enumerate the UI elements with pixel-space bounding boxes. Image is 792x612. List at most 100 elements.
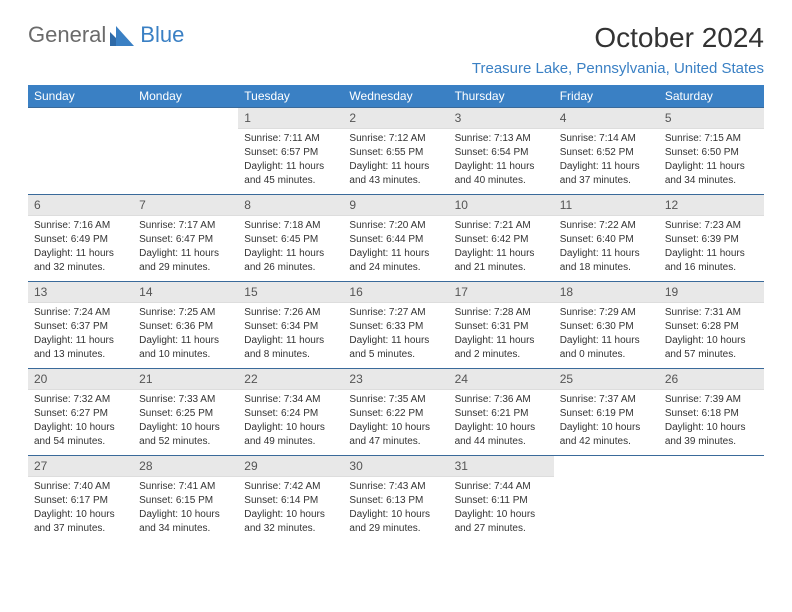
day-details: Sunrise: 7:21 AMSunset: 6:42 PMDaylight:… [449, 216, 554, 281]
calendar-day-cell: 15Sunrise: 7:26 AMSunset: 6:34 PMDayligh… [238, 282, 343, 369]
sunset-line: Sunset: 6:19 PM [560, 407, 653, 421]
daylight-line: Daylight: 11 hours and 18 minutes. [560, 247, 653, 275]
day-number: 26 [659, 369, 764, 390]
day-details: Sunrise: 7:22 AMSunset: 6:40 PMDaylight:… [554, 216, 659, 281]
daylight-line: Daylight: 10 hours and 27 minutes. [455, 508, 548, 536]
sunset-line: Sunset: 6:37 PM [34, 320, 127, 334]
calendar-empty-cell [28, 108, 133, 195]
sunset-line: Sunset: 6:42 PM [455, 233, 548, 247]
weekday-header: Sunday [28, 85, 133, 108]
day-details: Sunrise: 7:31 AMSunset: 6:28 PMDaylight:… [659, 303, 764, 368]
daylight-line: Daylight: 11 hours and 34 minutes. [665, 160, 758, 188]
weekday-header: Friday [554, 85, 659, 108]
day-number: 18 [554, 282, 659, 303]
day-number: 17 [449, 282, 554, 303]
day-number: 4 [554, 108, 659, 129]
sunrise-line: Sunrise: 7:20 AM [349, 219, 442, 233]
daylight-line: Daylight: 10 hours and 39 minutes. [665, 421, 758, 449]
weekday-header: Thursday [449, 85, 554, 108]
day-details: Sunrise: 7:40 AMSunset: 6:17 PMDaylight:… [28, 477, 133, 542]
sunrise-line: Sunrise: 7:21 AM [455, 219, 548, 233]
day-details: Sunrise: 7:44 AMSunset: 6:11 PMDaylight:… [449, 477, 554, 542]
calendar-day-cell: 5Sunrise: 7:15 AMSunset: 6:50 PMDaylight… [659, 108, 764, 195]
sunset-line: Sunset: 6:47 PM [139, 233, 232, 247]
calendar-day-cell: 22Sunrise: 7:34 AMSunset: 6:24 PMDayligh… [238, 369, 343, 456]
day-details: Sunrise: 7:36 AMSunset: 6:21 PMDaylight:… [449, 390, 554, 455]
daylight-line: Daylight: 11 hours and 16 minutes. [665, 247, 758, 275]
day-details: Sunrise: 7:11 AMSunset: 6:57 PMDaylight:… [238, 129, 343, 194]
daylight-line: Daylight: 10 hours and 44 minutes. [455, 421, 548, 449]
daylight-line: Daylight: 11 hours and 13 minutes. [34, 334, 127, 362]
day-details: Sunrise: 7:23 AMSunset: 6:39 PMDaylight:… [659, 216, 764, 281]
day-details: Sunrise: 7:41 AMSunset: 6:15 PMDaylight:… [133, 477, 238, 542]
daylight-line: Daylight: 11 hours and 26 minutes. [244, 247, 337, 275]
daylight-line: Daylight: 10 hours and 52 minutes. [139, 421, 232, 449]
daylight-line: Daylight: 11 hours and 10 minutes. [139, 334, 232, 362]
sunset-line: Sunset: 6:40 PM [560, 233, 653, 247]
calendar-day-cell: 9Sunrise: 7:20 AMSunset: 6:44 PMDaylight… [343, 195, 448, 282]
sunrise-line: Sunrise: 7:25 AM [139, 306, 232, 320]
daylight-line: Daylight: 10 hours and 47 minutes. [349, 421, 442, 449]
day-number: 9 [343, 195, 448, 216]
day-details: Sunrise: 7:13 AMSunset: 6:54 PMDaylight:… [449, 129, 554, 194]
day-details: Sunrise: 7:32 AMSunset: 6:27 PMDaylight:… [28, 390, 133, 455]
daylight-line: Daylight: 11 hours and 24 minutes. [349, 247, 442, 275]
sunrise-line: Sunrise: 7:35 AM [349, 393, 442, 407]
daylight-line: Daylight: 11 hours and 29 minutes. [139, 247, 232, 275]
calendar-header-row: SundayMondayTuesdayWednesdayThursdayFrid… [28, 85, 764, 108]
calendar-day-cell: 20Sunrise: 7:32 AMSunset: 6:27 PMDayligh… [28, 369, 133, 456]
day-number: 27 [28, 456, 133, 477]
calendar-day-cell: 13Sunrise: 7:24 AMSunset: 6:37 PMDayligh… [28, 282, 133, 369]
weekday-header: Tuesday [238, 85, 343, 108]
daylight-line: Daylight: 11 hours and 5 minutes. [349, 334, 442, 362]
calendar-day-cell: 2Sunrise: 7:12 AMSunset: 6:55 PMDaylight… [343, 108, 448, 195]
sunset-line: Sunset: 6:17 PM [34, 494, 127, 508]
calendar-body: 1Sunrise: 7:11 AMSunset: 6:57 PMDaylight… [28, 108, 764, 543]
day-details: Sunrise: 7:26 AMSunset: 6:34 PMDaylight:… [238, 303, 343, 368]
daylight-line: Daylight: 11 hours and 40 minutes. [455, 160, 548, 188]
calendar-day-cell: 11Sunrise: 7:22 AMSunset: 6:40 PMDayligh… [554, 195, 659, 282]
daylight-line: Daylight: 11 hours and 32 minutes. [34, 247, 127, 275]
daylight-line: Daylight: 10 hours and 49 minutes. [244, 421, 337, 449]
weekday-header: Wednesday [343, 85, 448, 108]
sunset-line: Sunset: 6:34 PM [244, 320, 337, 334]
sunset-line: Sunset: 6:36 PM [139, 320, 232, 334]
sunset-line: Sunset: 6:13 PM [349, 494, 442, 508]
sunset-line: Sunset: 6:11 PM [455, 494, 548, 508]
day-number: 2 [343, 108, 448, 129]
calendar-day-cell: 24Sunrise: 7:36 AMSunset: 6:21 PMDayligh… [449, 369, 554, 456]
sunrise-line: Sunrise: 7:27 AM [349, 306, 442, 320]
month-title: October 2024 [472, 22, 764, 54]
sunrise-line: Sunrise: 7:31 AM [665, 306, 758, 320]
sunrise-line: Sunrise: 7:26 AM [244, 306, 337, 320]
sunrise-line: Sunrise: 7:15 AM [665, 132, 758, 146]
calendar-empty-cell [554, 456, 659, 543]
calendar-day-cell: 14 Sunrise: 7:25 AMSunset: 6:36 PMDayligh… [133, 282, 238, 369]
brand-mark-icon [110, 24, 138, 46]
day-number: 25 [554, 369, 659, 390]
sunrise-line: Sunrise: 7:39 AM [665, 393, 758, 407]
day-number: 1 [238, 108, 343, 129]
sunset-line: Sunset: 6:24 PM [244, 407, 337, 421]
day-details: Sunrise: 7:43 AMSunset: 6:13 PMDaylight:… [343, 477, 448, 542]
day-details: Sunrise: 7:18 AMSunset: 6:45 PMDaylight:… [238, 216, 343, 281]
sunset-line: Sunset: 6:22 PM [349, 407, 442, 421]
day-number: 31 [449, 456, 554, 477]
sunrise-line: Sunrise: 7:13 AM [455, 132, 548, 146]
day-details: Sunrise: 7:24 AMSunset: 6:37 PMDaylight:… [28, 303, 133, 368]
sunrise-line: Sunrise: 7:16 AM [34, 219, 127, 233]
day-number: 14 [133, 282, 238, 303]
day-number: 12 [659, 195, 764, 216]
day-details: Sunrise: 7:42 AMSunset: 6:14 PMDaylight:… [238, 477, 343, 542]
day-details: Sunrise: 7:37 AMSunset: 6:19 PMDaylight:… [554, 390, 659, 455]
sunset-line: Sunset: 6:39 PM [665, 233, 758, 247]
day-details: Sunrise: 7:28 AMSunset: 6:31 PMDaylight:… [449, 303, 554, 368]
calendar-day-cell: 6Sunrise: 7:16 AMSunset: 6:49 PMDaylight… [28, 195, 133, 282]
sunrise-line: Sunrise: 7:18 AM [244, 219, 337, 233]
location-text: Treasure Lake, Pennsylvania, United Stat… [472, 60, 764, 77]
day-details: Sunrise: 7:39 AMSunset: 6:18 PMDaylight:… [659, 390, 764, 455]
sunrise-line: Sunrise: 7:33 AM [139, 393, 232, 407]
daylight-line: Daylight: 10 hours and 37 minutes. [34, 508, 127, 536]
calendar-day-cell: 19Sunrise: 7:31 AMSunset: 6:28 PMDayligh… [659, 282, 764, 369]
day-details: Sunrise: 7:16 AMSunset: 6:49 PMDaylight:… [28, 216, 133, 281]
